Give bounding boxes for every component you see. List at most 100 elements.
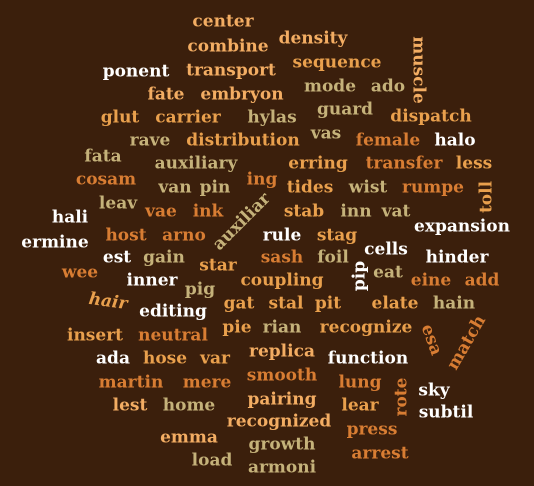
- word-distribution: distribution: [186, 130, 300, 151]
- word-neutral: neutral: [138, 325, 208, 346]
- word-hain: hain: [432, 293, 476, 314]
- word-inn: inn: [340, 201, 372, 222]
- word-smooth: smooth: [246, 365, 318, 386]
- word-toll: toll: [476, 180, 497, 214]
- word-less: less: [455, 153, 493, 174]
- word-expansion: expansion: [414, 216, 510, 237]
- word-hair: hair: [87, 288, 129, 315]
- word-rote: rote: [391, 377, 412, 417]
- word-halo: halo: [434, 130, 476, 151]
- word-carrier: carrier: [155, 107, 221, 128]
- word-rian: rian: [262, 317, 302, 338]
- word-combine: combine: [187, 36, 269, 57]
- word-ponent: ponent: [102, 61, 170, 82]
- word-eine: eine: [410, 270, 452, 291]
- word-auxiliary: auxiliary: [154, 153, 238, 174]
- word-wee: wee: [61, 262, 99, 283]
- word-elate: elate: [371, 293, 419, 314]
- word-est: est: [102, 247, 132, 268]
- word-coupling: coupling: [240, 270, 324, 291]
- word-cells: cells: [364, 239, 408, 260]
- word-leav: leav: [98, 193, 138, 214]
- word-hali: hali: [51, 207, 89, 228]
- word-host: host: [105, 225, 147, 246]
- word-ada: ada: [96, 348, 130, 369]
- word-lest: lest: [112, 395, 148, 416]
- word-editing: editing: [139, 301, 207, 322]
- word-hylas: hylas: [247, 107, 297, 128]
- word-press: emma: [160, 427, 218, 448]
- word-stab: stab: [283, 201, 325, 222]
- word-ing: ing: [246, 169, 278, 190]
- word-ado: ado: [370, 76, 406, 97]
- word-dispatch: dispatch: [390, 106, 472, 127]
- word-vat: vat: [381, 201, 411, 222]
- word-emma: press: [346, 419, 398, 440]
- word-pip: pip: [349, 260, 370, 292]
- word-eat: eat: [373, 262, 403, 283]
- word-armoni: armoni: [247, 457, 317, 478]
- word-muscle: muscle: [408, 36, 429, 104]
- word-sequence: sequence: [292, 52, 382, 73]
- word-replica: replica: [249, 341, 315, 362]
- word-recognize: recognize: [319, 317, 413, 338]
- word-gat: gat: [223, 293, 255, 314]
- word-vae: vae: [145, 201, 177, 222]
- word-inner: inner: [126, 270, 178, 291]
- word-pig: pig: [184, 279, 216, 300]
- word-pit: pit: [314, 293, 342, 314]
- word-density: density: [278, 28, 348, 49]
- word-ermine: ermine: [21, 232, 89, 253]
- word-var: var: [200, 348, 230, 369]
- word-cosam: cosam: [75, 169, 137, 190]
- word-home: home: [162, 395, 216, 416]
- word-van: van: [158, 177, 192, 198]
- word-insert: insert: [66, 325, 124, 346]
- word-vas: vas: [310, 123, 342, 144]
- word-rule: rule: [262, 225, 302, 246]
- word-stal: stal: [268, 293, 304, 314]
- word-glut: glut: [100, 107, 140, 128]
- word-lung: lung: [338, 372, 382, 393]
- word-tides: tides: [286, 177, 334, 198]
- word-add: add: [464, 270, 500, 291]
- word-foil: foil: [317, 247, 349, 268]
- word-mere: mere: [182, 372, 232, 393]
- word-sky: sky: [418, 380, 450, 401]
- word-load: load: [191, 450, 233, 471]
- word-hose: hose: [142, 348, 188, 369]
- word-ink: ink: [192, 201, 224, 222]
- word-transport: transport: [186, 60, 276, 81]
- word-star: star: [199, 255, 237, 276]
- word-growth: growth: [248, 434, 316, 455]
- word-recognized: recognized: [226, 411, 332, 432]
- word-wist: wist: [348, 177, 388, 198]
- word-pin: pin: [199, 177, 231, 198]
- word-hinder: hinder: [425, 247, 489, 268]
- word-pie: pie: [222, 317, 252, 338]
- word-erring: erring: [288, 153, 348, 174]
- word-martin: martin: [98, 372, 164, 393]
- word-arno: arno: [162, 225, 206, 246]
- word-rumpe: rumpe: [401, 177, 465, 198]
- word-fate: fate: [147, 84, 185, 105]
- word-lear: lear: [341, 395, 379, 416]
- word-sash: sash: [260, 247, 304, 268]
- word-mode: mode: [303, 76, 357, 97]
- word-esa: esa: [416, 321, 447, 359]
- word-transfer: transfer: [365, 153, 443, 174]
- word-fata: fata: [84, 146, 122, 167]
- word-guard: guard: [316, 99, 374, 120]
- word-rave: rave: [129, 130, 171, 151]
- word-female: female: [355, 130, 421, 151]
- word-function: function: [327, 348, 409, 369]
- word-subtil: subtil: [418, 402, 474, 423]
- word-center: center: [192, 11, 254, 32]
- word-arrest: arrest: [351, 443, 409, 464]
- word-pairing: pairing: [247, 389, 317, 410]
- word-gain: gain: [143, 247, 185, 268]
- word-stag: stag: [316, 225, 358, 246]
- word-embryon: embryon: [200, 84, 284, 105]
- word-match: match: [443, 311, 491, 374]
